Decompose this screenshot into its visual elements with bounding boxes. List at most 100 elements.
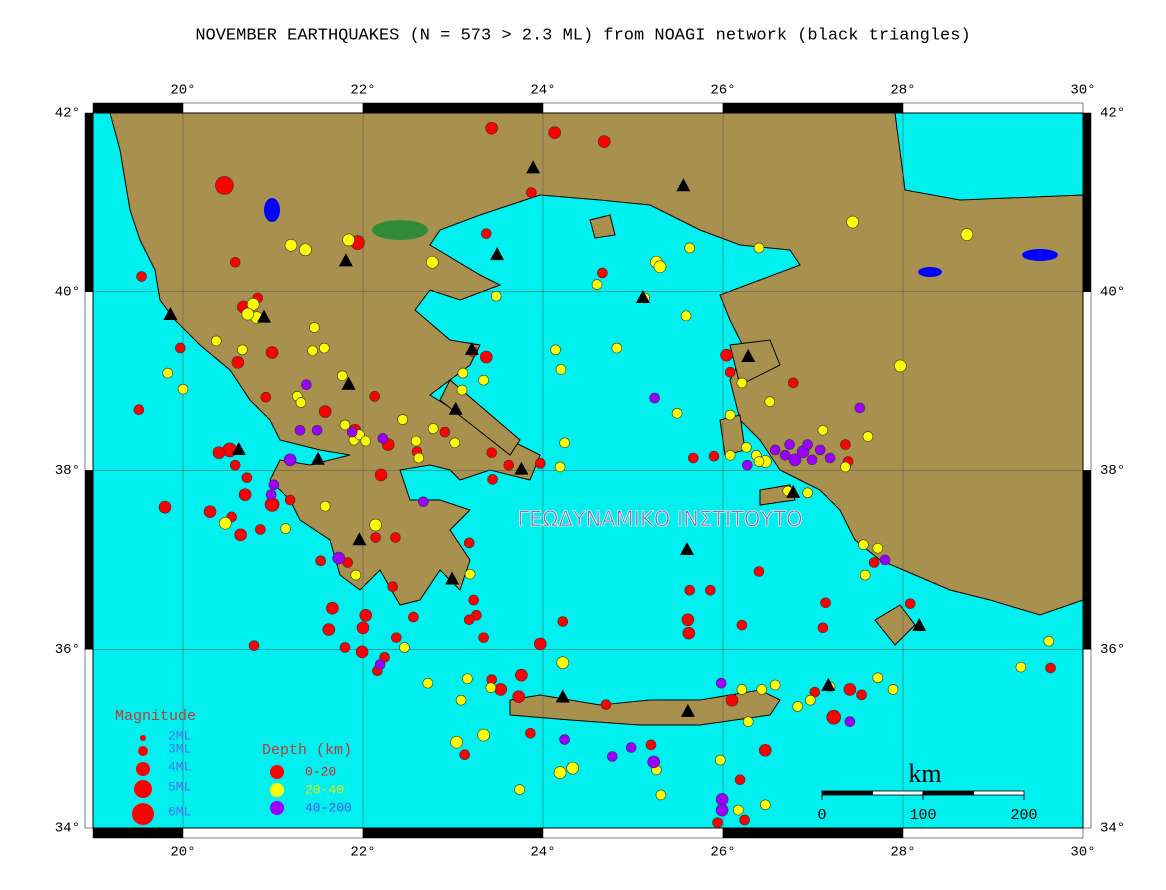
earthquake xyxy=(680,310,692,322)
station xyxy=(231,441,246,455)
earthquake xyxy=(487,474,498,485)
earthquake xyxy=(234,528,247,542)
frame-bar xyxy=(1082,112,1092,292)
earthquake xyxy=(280,523,291,534)
earthquake xyxy=(739,814,750,826)
scale-bar: km 0 100 200 xyxy=(817,759,1037,824)
frame-bar xyxy=(362,102,544,114)
earthquake xyxy=(741,459,753,471)
earthquake xyxy=(712,817,723,828)
station xyxy=(311,451,325,465)
scale-segment xyxy=(922,790,974,796)
earthquake xyxy=(284,494,296,506)
y-tick-label-left: 38° xyxy=(55,463,80,479)
earthquake xyxy=(647,755,661,769)
station xyxy=(490,247,505,261)
depth-legend-label: 0-20 xyxy=(305,764,336,779)
y-tick-label-right: 42° xyxy=(1100,106,1125,122)
euboea xyxy=(439,379,521,456)
lesvos xyxy=(729,339,781,386)
y-tick-label-right: 36° xyxy=(1100,642,1125,658)
frame-bar xyxy=(722,827,904,839)
depth-legend-symbol xyxy=(270,783,284,797)
earthquake xyxy=(387,581,399,592)
earthquake xyxy=(684,584,696,596)
earthquake xyxy=(311,424,323,436)
earthquake xyxy=(846,215,859,229)
station xyxy=(680,703,695,717)
earthquake xyxy=(533,637,547,651)
station xyxy=(676,178,691,192)
y-tick-label-right: 34° xyxy=(1100,821,1125,837)
earthquake xyxy=(463,537,475,549)
earthquake xyxy=(788,453,802,467)
earthquake xyxy=(326,601,339,615)
earthquake xyxy=(503,459,515,471)
earthquake xyxy=(485,682,497,693)
frame-bar xyxy=(84,291,94,471)
earthquake xyxy=(359,608,373,622)
chios xyxy=(719,414,746,456)
earthquake xyxy=(355,645,369,659)
earthquake xyxy=(736,684,748,695)
magnitude-legend-symbol xyxy=(132,803,154,825)
earthquake xyxy=(332,551,346,565)
y-tick-label-right: 40° xyxy=(1100,284,1125,300)
earthquake xyxy=(360,435,372,447)
rhodes xyxy=(874,604,916,646)
earthquake xyxy=(802,487,813,499)
earthquake xyxy=(369,518,382,532)
earthquake xyxy=(548,126,562,139)
earthquake xyxy=(708,450,720,462)
earthquake xyxy=(724,366,736,378)
earthquake xyxy=(840,439,851,450)
earthquake xyxy=(410,435,422,447)
watermark: ΓΕΩΔΥΝΑΜΙΚΟ ΙΝΣΤΙΤΟΥΤΟ xyxy=(517,507,802,531)
frame-bar xyxy=(362,827,544,839)
earthquake xyxy=(804,694,816,706)
earthquake xyxy=(868,557,880,568)
earthquake xyxy=(817,424,829,436)
earthquake xyxy=(960,228,974,241)
earthquake xyxy=(806,454,818,466)
earthquake xyxy=(653,260,667,274)
frame-bar xyxy=(542,102,724,114)
x-tick-label-bottom: 30° xyxy=(1070,845,1095,861)
magnitude-legend-label: 5ML xyxy=(168,779,191,794)
earthquake xyxy=(736,377,748,389)
earthquake xyxy=(655,789,667,801)
scale-segment xyxy=(872,790,924,796)
thasos xyxy=(589,214,616,239)
earthquake xyxy=(843,683,857,696)
earthquake xyxy=(162,367,173,379)
frame-bar xyxy=(1082,649,1092,829)
frame-bar xyxy=(92,827,184,839)
lake xyxy=(1022,249,1058,261)
earthquake xyxy=(158,500,172,514)
earthquake xyxy=(284,238,298,252)
earthquake xyxy=(133,404,145,416)
frame-bar xyxy=(92,102,184,114)
magnitude-legend-symbol xyxy=(138,746,148,756)
earthquake xyxy=(859,569,871,581)
earthquake xyxy=(714,754,726,766)
station xyxy=(514,461,529,475)
earthquake xyxy=(784,439,795,450)
earthquake xyxy=(769,679,781,691)
earthquake xyxy=(844,716,856,727)
scale-tick-label: 100 xyxy=(909,807,936,824)
earthquake xyxy=(550,344,561,356)
earthquake xyxy=(764,396,776,407)
earthquake xyxy=(555,364,567,375)
earthquake xyxy=(887,684,899,695)
station xyxy=(912,618,927,632)
earthquake xyxy=(779,450,791,461)
earthquake xyxy=(597,135,611,148)
lake xyxy=(918,267,942,277)
station xyxy=(680,542,694,556)
depth-legend-label: 20-40 xyxy=(305,782,344,797)
magnitude-legend-label: 3ML xyxy=(168,741,191,756)
earthquake xyxy=(449,437,461,449)
earthquake xyxy=(425,255,439,269)
